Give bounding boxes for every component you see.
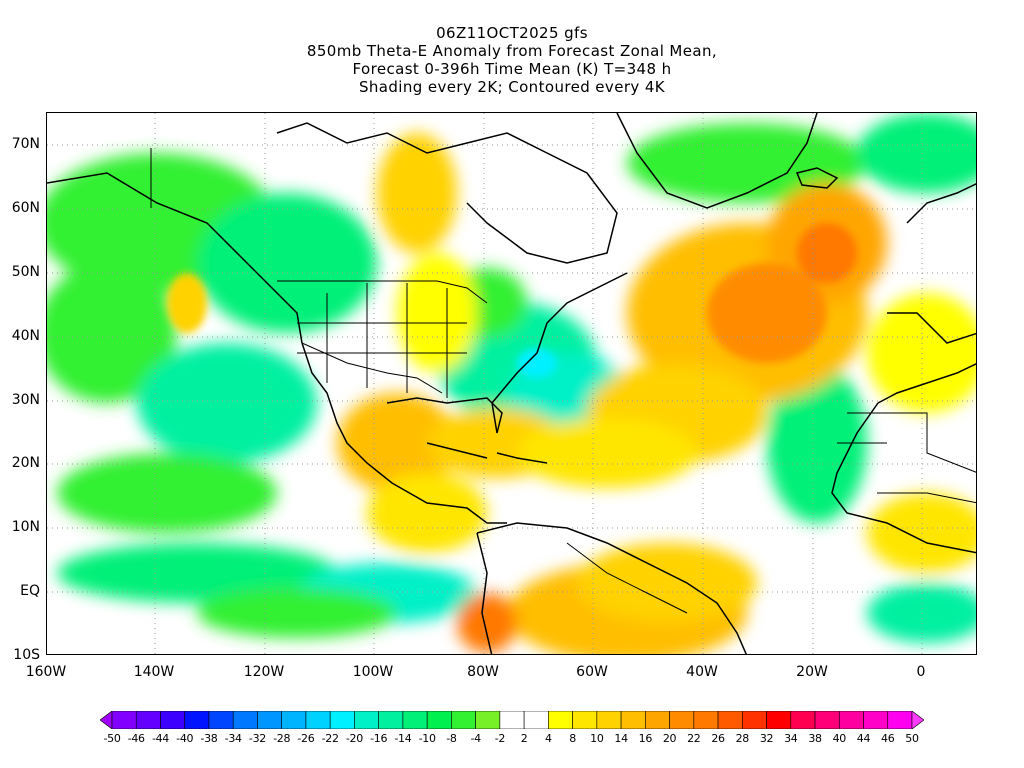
colorbar-arrow-right — [911, 711, 924, 729]
colorbar-tick-label: -22 — [321, 732, 339, 745]
colorbar-swatch — [208, 711, 234, 729]
colorbar-tick-label: -26 — [297, 732, 315, 745]
colorbar-swatch — [693, 711, 719, 729]
colorbar-swatch — [742, 711, 767, 729]
colorbar-tick-label: 50 — [905, 732, 919, 745]
colorbar-swatch — [402, 711, 428, 729]
colorbar-tick-label: -14 — [394, 732, 412, 745]
colorbar-swatch — [548, 711, 573, 729]
colorbar-swatch — [596, 711, 622, 729]
lat-label-40n: 40N — [11, 328, 40, 344]
colorbar-tick-label: 14 — [614, 732, 628, 745]
colorbar-swatch — [572, 711, 598, 729]
lon-label-160w: 160W — [25, 664, 67, 680]
colorbar-tick-label: 22 — [687, 732, 701, 745]
colorbar-swatch — [766, 711, 792, 729]
colorbar-tick-label: 32 — [759, 732, 774, 745]
lat-label-10s: 10S — [13, 647, 40, 663]
colorbar-swatch — [717, 711, 743, 729]
colorbar-swatch — [160, 711, 186, 729]
colorbar-swatch — [620, 711, 646, 729]
colorbar-swatch — [838, 711, 864, 729]
colorbar-tick-label: -28 — [273, 732, 291, 745]
colorbar-swatch — [790, 711, 816, 729]
run-label: 06Z11OCT2025 gfs — [436, 24, 588, 42]
lon-label-40w: 40W — [686, 664, 718, 680]
lat-label-10n: 10N — [11, 519, 40, 535]
colorbar-swatch — [184, 711, 210, 729]
colorbar-swatch — [329, 711, 355, 729]
colorbar-swatch — [378, 711, 404, 729]
colorbar-arrow-left — [100, 711, 113, 729]
colorbar-swatch — [111, 711, 137, 729]
lon-label-100w: 100W — [352, 664, 394, 680]
colorbar-swatch — [645, 711, 670, 729]
colorbar-swatch — [863, 711, 889, 729]
colorbar-swatch — [135, 711, 161, 729]
lon-label-80w: 80W — [467, 664, 499, 680]
lat-label-30n: 30N — [11, 392, 40, 408]
colorbar-tick-label: 4 — [545, 732, 552, 745]
colorbar-swatch — [669, 711, 695, 729]
colorbar-tick-label: -40 — [176, 732, 194, 745]
title-line-2: Forecast 0-396h Time Mean (K) T=348 h — [352, 60, 672, 78]
colorbar-tick-label: 20 — [662, 732, 677, 745]
colorbar-swatch — [523, 711, 549, 729]
colorbar-tick-label: -20 — [345, 732, 363, 745]
colorbar-tick-label: 10 — [590, 732, 604, 745]
map-field — [47, 113, 976, 654]
political-boundaries — [150, 148, 976, 614]
colorbar-tick-label: -8 — [446, 732, 457, 745]
colorbar-tick-label: -50 — [103, 732, 121, 745]
lon-label-120w: 120W — [243, 664, 285, 680]
colorbar-tick-label: 8 — [569, 732, 576, 745]
colorbar-swatch — [426, 711, 452, 729]
colorbar — [100, 711, 924, 729]
colorbar-tick-label: -46 — [127, 732, 145, 745]
colorbar-swatch — [305, 711, 331, 729]
colorbar-swatch — [257, 711, 282, 729]
lat-label-60n: 60N — [11, 200, 40, 216]
colorbar-swatch — [499, 711, 525, 729]
colorbar-tick-label: 34 — [784, 732, 798, 745]
colorbar-swatch — [354, 711, 379, 729]
title-line-1: 850mb Theta-E Anomaly from Forecast Zona… — [306, 42, 718, 60]
colorbar-tick-label: 26 — [711, 732, 725, 745]
colorbar-tick-label: -44 — [151, 732, 170, 745]
colorbar-tick-label: -4 — [470, 732, 481, 745]
colorbar-tick-label: -38 — [200, 732, 218, 745]
grid-lines — [47, 113, 976, 654]
title-line-3: Shading every 2K; Contoured every 4K — [358, 78, 666, 96]
map-title: 06Z11OCT2025 gfs 850mb Theta-E Anomaly f… — [0, 24, 1024, 96]
lat-label-50n: 50N — [11, 264, 40, 280]
colorbar-tick-label: 46 — [881, 732, 895, 745]
colorbar-tick-label: 40 — [832, 732, 847, 745]
colorbar-swatch — [232, 711, 258, 729]
lon-label-20w: 20W — [796, 664, 828, 680]
colorbar-swatch — [281, 711, 307, 729]
colorbar-tick-label: -16 — [370, 732, 388, 745]
lat-label-eq: EQ — [20, 583, 40, 599]
lat-label-20n: 20N — [11, 455, 40, 471]
lon-label-0: 0 — [916, 664, 926, 680]
colorbar-tick-label: -2 — [494, 732, 506, 745]
colorbar-tick-label: 44 — [856, 732, 871, 745]
map-panel — [46, 112, 977, 655]
lon-label-140w: 140W — [133, 664, 175, 680]
colorbar-swatch — [451, 711, 476, 729]
shaded-field — [47, 113, 976, 654]
colorbar-swatch — [814, 711, 840, 729]
colorbar-swatch — [887, 711, 913, 729]
colorbar-swatch — [475, 711, 501, 729]
colorbar-tick-label: -10 — [418, 732, 436, 745]
lat-label-70n: 70N — [11, 136, 40, 152]
colorbar-tick-label: 38 — [808, 732, 822, 745]
colorbar-tick-label: 28 — [735, 732, 750, 745]
coastlines — [47, 113, 976, 654]
colorbar-tick-label: -34 — [224, 732, 242, 745]
colorbar-tick-label: 2 — [520, 732, 528, 745]
lon-label-60w: 60W — [576, 664, 608, 680]
colorbar-tick-label: -32 — [248, 732, 266, 745]
colorbar-tick-label: 16 — [638, 732, 653, 745]
